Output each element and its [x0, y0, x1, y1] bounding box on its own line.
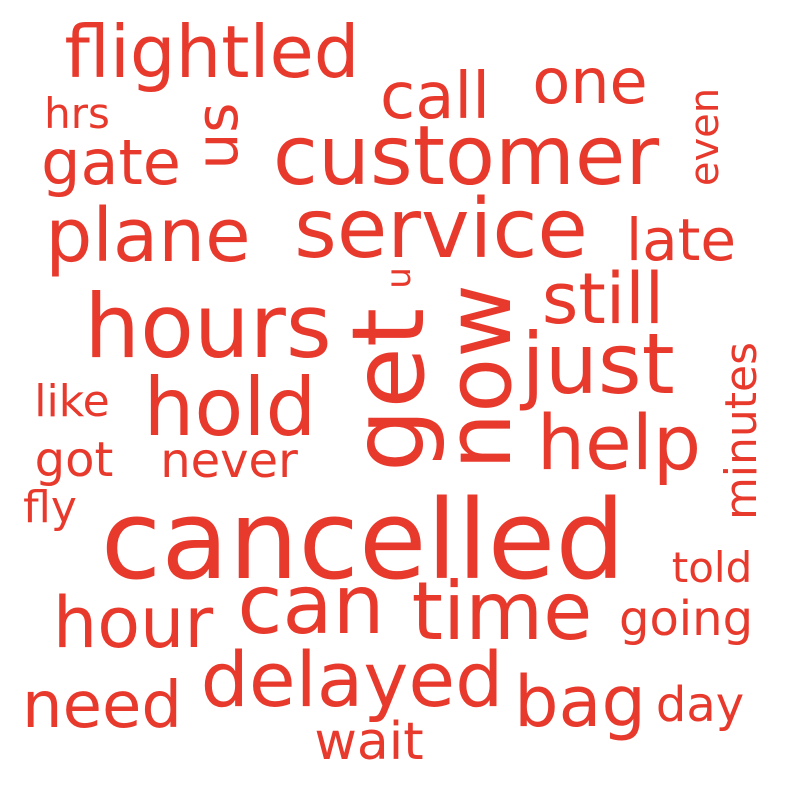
word-need: need	[22, 669, 182, 743]
word-even: even	[682, 87, 728, 187]
word-service: service	[294, 182, 588, 277]
word-never: never	[160, 433, 298, 489]
word-plane: plane	[45, 193, 251, 279]
word-hold: hold	[143, 361, 317, 454]
word-time: time	[411, 565, 593, 658]
word-like: like	[34, 376, 110, 427]
word-gate: gate	[41, 126, 181, 199]
word-cancelled: cancelled	[100, 476, 626, 604]
word-told: told	[671, 543, 753, 592]
word-fly: fly	[23, 482, 77, 533]
word-can: can	[237, 558, 385, 653]
word-wait: wait	[314, 712, 424, 772]
word-hours: hours	[84, 275, 332, 378]
word-call: call	[380, 60, 490, 134]
word-late: late	[625, 206, 737, 274]
word-bag: bag	[514, 661, 646, 743]
word-now: now	[427, 284, 532, 470]
word-get: get	[330, 307, 447, 473]
word-hrs: hrs	[44, 89, 110, 138]
word-day: day	[655, 677, 745, 733]
word-customer: customer	[272, 109, 660, 204]
word-one: one	[532, 45, 648, 118]
word-us: us	[183, 102, 251, 170]
word-u: u	[379, 267, 419, 289]
word-going: going	[618, 591, 754, 647]
word-help: help	[536, 398, 702, 487]
word-hour: hour	[52, 582, 214, 664]
word-still: still	[541, 258, 665, 340]
word-got: got	[34, 432, 114, 488]
word-just: just	[521, 315, 675, 413]
word-minutes: minutes	[716, 341, 767, 521]
word-flightled: flightled	[64, 10, 360, 94]
word-delayed: delayed	[200, 635, 504, 724]
